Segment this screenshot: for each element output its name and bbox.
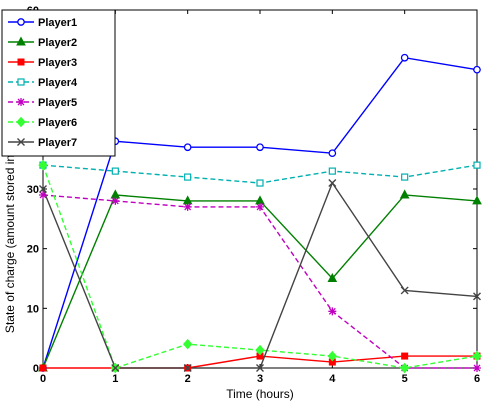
data-point-player1 (473, 65, 481, 74)
legend-label-player6: Player6 (38, 117, 77, 129)
y-tick-label: 30 (27, 184, 39, 196)
data-point-player6 (327, 350, 338, 362)
data-point-player2 (399, 189, 410, 199)
data-point-player5 (111, 196, 120, 205)
data-point-player6 (38, 159, 48, 171)
data-point-player4 (473, 161, 481, 169)
x-tick-label: 2 (185, 373, 191, 385)
y-tick-label: 0 (33, 363, 39, 375)
legend-label-player1: Player1 (38, 17, 77, 29)
data-point-player7 (256, 364, 264, 372)
legend-label-player2: Player2 (38, 37, 77, 49)
data-point-player1 (400, 53, 409, 62)
legend-marker-player3 (17, 58, 25, 66)
data-point-player5 (256, 202, 264, 211)
y-tick-label: 10 (27, 303, 39, 315)
legend: Player1 Player2 Player3 Player4 Player5 Playe… (1, 9, 116, 157)
data-point-player6 (399, 362, 410, 374)
data-point-player7 (328, 179, 337, 188)
legend-marker-player2 (16, 36, 26, 46)
legend-marker-player7 (17, 138, 25, 146)
data-point-player4 (256, 179, 264, 187)
series-markers (38, 53, 482, 374)
data-point-player3 (39, 364, 47, 372)
x-tick-label: 1 (112, 373, 118, 385)
legend-label-player4: Player4 (38, 77, 78, 89)
data-point-player4 (184, 173, 192, 181)
data-point-player2 (472, 195, 482, 205)
data-point-player1 (183, 143, 192, 152)
data-point-player5 (328, 307, 337, 316)
data-point-player7 (111, 364, 120, 372)
data-point-player4 (111, 167, 119, 175)
data-point-player1 (328, 149, 337, 158)
data-point-player6 (255, 344, 265, 356)
data-point-player7 (473, 292, 481, 301)
x-tick-label: 4 (329, 373, 336, 385)
data-point-player7 (39, 185, 47, 193)
data-point-player4 (328, 167, 336, 175)
x-tick-label: 3 (257, 373, 263, 385)
data-point-player5 (39, 190, 47, 199)
data-point-player5 (183, 202, 192, 211)
y-tick-label: 20 (27, 244, 39, 256)
x-tick-label: 5 (402, 373, 408, 385)
data-point-player7 (183, 364, 192, 372)
data-point-player4 (401, 173, 409, 181)
legend-label-player3: Player3 (38, 57, 77, 69)
data-point-player1 (256, 143, 264, 152)
data-point-player2 (327, 272, 338, 282)
legend-label-player5: Player5 (38, 97, 77, 109)
data-point-player6 (472, 350, 482, 362)
data-point-player7 (400, 286, 409, 295)
x-axis-title: Time (hours) (226, 387, 294, 401)
data-point-player6 (182, 338, 193, 350)
legend-marker-player1 (17, 18, 25, 26)
x-tick-label: 6 (474, 373, 480, 385)
x-tick-labels: 0 1 2 3 4 5 6 (40, 373, 480, 385)
x-tick-label: 0 (40, 373, 46, 385)
data-point-player3 (401, 352, 409, 360)
legend-marker-player4 (17, 78, 25, 86)
legend-label-player7: Player7 (38, 137, 77, 149)
legend-marker-player5 (17, 98, 25, 106)
legend-marker-player6 (16, 116, 26, 128)
data-point-player5 (473, 364, 481, 372)
